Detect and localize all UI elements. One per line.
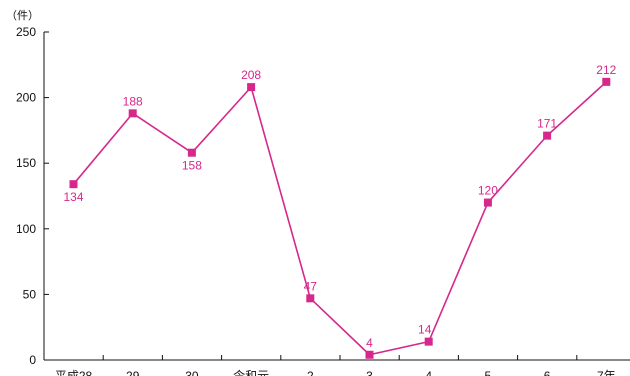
y-tick-label: 150 [16,156,36,170]
x-tick-label: 7年 [597,369,616,376]
data-label: 158 [182,159,202,173]
data-label: 47 [304,279,318,293]
data-label: 4 [366,336,373,350]
series-line [72,81,607,356]
data-point-marker [306,294,315,303]
data-point-marker [187,148,196,157]
data-point-marker [247,83,256,92]
data-point-marker [365,350,374,359]
data-label: 171 [537,117,557,131]
x-tick-label: 4 [425,369,432,376]
data-label: 208 [241,68,261,82]
data-label: 14 [418,323,432,337]
data-label: 120 [478,184,498,198]
data-point-marker [602,77,611,86]
x-tick-label: 5 [485,369,492,376]
series-line-group: 134 188 158 208 47 4 14 120 171 212 [63,63,617,359]
x-tick-label: 29 [126,369,140,376]
x-tick-label: 6 [544,369,551,376]
y-tick-label: 250 [16,25,36,39]
data-point-marker [69,180,78,189]
data-label: 188 [123,94,143,108]
y-tick-label: 200 [16,91,36,105]
data-point-marker [128,109,137,118]
data-label: 212 [596,63,616,77]
data-point-marker [483,198,492,207]
x-axis-ticks: 平成28 29 30 令和元 2 3 4 5 6 7年 [55,355,616,376]
y-tick-label: 0 [29,353,36,367]
x-tick-label: 30 [185,369,199,376]
x-tick-label: 平成28 [55,369,93,376]
y-axis-ticks: 0 50 100 150 200 250 [16,25,49,367]
data-label: 134 [63,190,83,204]
data-point-marker [543,131,552,140]
y-tick-label: 100 [16,222,36,236]
y-axis-unit: （件） [6,9,39,22]
x-tick-label: 令和元 [233,368,269,376]
axes [43,32,630,361]
y-tick-label: 50 [23,287,37,301]
x-tick-label: 2 [307,369,314,376]
x-tick-label: 3 [366,369,373,376]
data-point-marker [424,337,433,346]
